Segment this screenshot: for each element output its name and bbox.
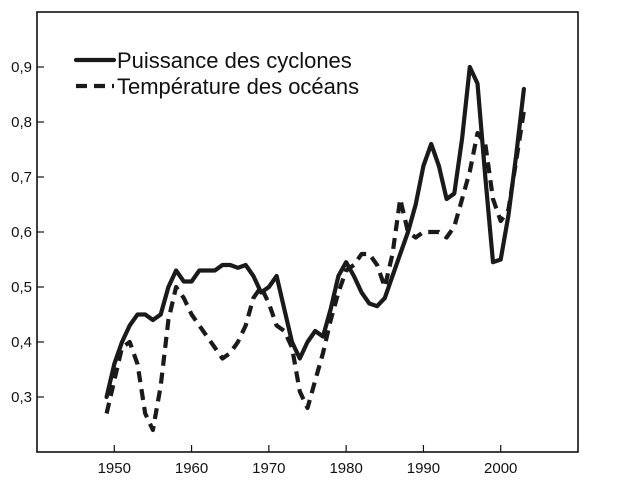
y-tick-label: 0,7 xyxy=(11,169,32,186)
y-tick-label: 0,5 xyxy=(11,279,32,296)
series-line-cyclones xyxy=(104,64,526,400)
x-tick-label: 1950 xyxy=(98,460,131,477)
legend-label-oceans: Température des océans xyxy=(117,74,359,99)
legend-background xyxy=(70,44,394,102)
y-axis: 0,3 0,4 0,5 0,6 0,7 0,8 0,9 xyxy=(11,59,44,406)
y-tick-label: 0,9 xyxy=(11,59,32,76)
x-axis: 1950 1960 1970 1980 1990 2000 xyxy=(98,445,517,477)
series-layer xyxy=(104,64,526,433)
legend-label-cyclones: Puissance des cyclones xyxy=(117,48,352,73)
x-tick-label: 1990 xyxy=(407,460,440,477)
y-tick-label: 0,4 xyxy=(11,334,32,351)
x-tick-label: 1970 xyxy=(252,460,285,477)
x-tick-label: 1980 xyxy=(329,460,362,477)
x-tick-label: 2000 xyxy=(484,460,517,477)
y-tick-label: 0,3 xyxy=(11,389,32,406)
y-tick-label: 0,8 xyxy=(11,114,32,131)
legend: Puissance des cyclones Température des o… xyxy=(70,44,394,102)
x-tick-label: 1960 xyxy=(175,460,208,477)
series-line-oceans xyxy=(104,110,526,433)
y-tick-label: 0,6 xyxy=(11,224,32,241)
